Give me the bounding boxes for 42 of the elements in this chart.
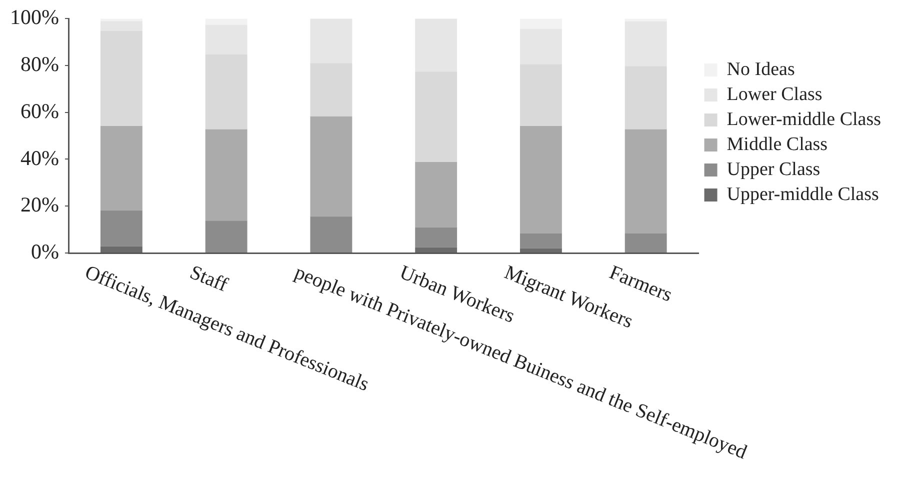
bar xyxy=(415,227,458,248)
bar xyxy=(100,126,142,210)
bar xyxy=(205,129,248,221)
bar xyxy=(415,247,458,252)
bar xyxy=(205,24,248,54)
bar xyxy=(205,54,248,130)
bar xyxy=(520,18,562,29)
y-tick-label: 20% xyxy=(20,192,59,217)
y-tick-label: 80% xyxy=(20,52,59,76)
legend-label: Lower Class xyxy=(726,84,822,105)
x-tick-label: Staff xyxy=(186,261,231,296)
bar xyxy=(520,248,562,252)
bar xyxy=(520,234,562,248)
bar xyxy=(624,129,667,234)
bar xyxy=(624,66,667,130)
bar xyxy=(624,234,667,252)
y-tick-label: 100% xyxy=(10,5,59,30)
legend-label: No Ideas xyxy=(726,58,795,80)
legend-label: Middle Class xyxy=(726,134,828,155)
y-tick-label: 0% xyxy=(30,240,59,264)
bar xyxy=(310,18,352,64)
bar xyxy=(100,21,142,32)
bar xyxy=(310,116,352,216)
bar xyxy=(415,162,458,228)
y-tick-label: 60% xyxy=(20,98,59,123)
legend-label: Upper-middle Class xyxy=(726,184,879,205)
bar xyxy=(520,28,562,64)
legend-label: Lower-middle Class xyxy=(726,108,882,130)
bar xyxy=(100,246,142,252)
bar xyxy=(415,72,458,162)
bar xyxy=(415,18,458,72)
legend-label: Upper Class xyxy=(726,158,820,180)
bar xyxy=(520,64,562,126)
bar xyxy=(310,63,352,116)
bar xyxy=(520,126,562,234)
bar xyxy=(310,216,352,252)
bar xyxy=(205,18,248,25)
bar xyxy=(100,31,142,126)
bar xyxy=(100,210,142,246)
bar xyxy=(205,220,248,252)
y-tick-label: 40% xyxy=(20,146,59,170)
bar xyxy=(624,21,667,66)
